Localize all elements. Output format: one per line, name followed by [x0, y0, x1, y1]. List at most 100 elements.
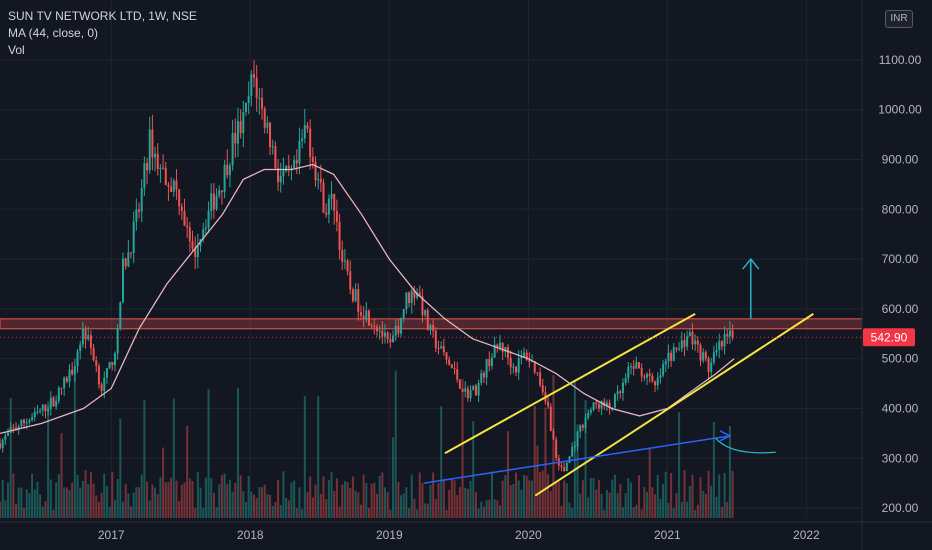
indicator-volume-label[interactable]: Vol	[8, 43, 25, 57]
symbol-title[interactable]: SUN TV NETWORK LTD, 1W, NSE	[8, 9, 197, 23]
candle-body	[140, 188, 143, 212]
volume-bar	[60, 433, 63, 518]
last-price-text: 542.90	[871, 330, 908, 344]
candle-body	[4, 435, 7, 441]
volume-bar	[627, 478, 630, 518]
volume-bar	[1, 479, 4, 518]
candle-body	[218, 190, 221, 196]
candle-body	[458, 379, 461, 389]
volume-bar	[426, 503, 429, 518]
volume-bar	[568, 502, 571, 518]
volume-bar	[496, 500, 499, 518]
volume-bar	[589, 478, 592, 518]
candle-body	[41, 404, 44, 411]
candle-body	[119, 302, 122, 329]
candle-body	[597, 403, 600, 409]
candle-body	[239, 121, 242, 134]
candle-body	[587, 412, 590, 418]
volume-bar	[89, 472, 92, 518]
volume-bar	[507, 431, 510, 518]
volume-bar	[664, 471, 667, 518]
volume-bar	[466, 488, 469, 518]
candle-body	[81, 328, 84, 345]
time-tick-label: 2018	[237, 528, 264, 542]
time-axis[interactable]: 2017 2018 2019 2020 2021 2022	[0, 521, 932, 542]
candle-body	[466, 388, 469, 399]
candle-body	[95, 360, 98, 366]
volume-bar	[712, 421, 715, 518]
price-axis[interactable]: 200.00 300.00 400.00 500.00 600.00 700.00 800.…	[861, 0, 922, 550]
candle-body	[319, 178, 322, 183]
time-tick-label: 2022	[793, 528, 820, 542]
volume-bar	[298, 487, 301, 518]
candle-body	[343, 260, 346, 262]
candle-body	[215, 195, 218, 210]
volume-bar	[688, 486, 691, 518]
candle-body	[413, 290, 416, 298]
volume-bar	[218, 484, 221, 518]
price-tick-label: 900.00	[882, 153, 919, 167]
volume-bar	[95, 495, 98, 518]
candle-body	[704, 352, 707, 359]
candle-body	[73, 366, 76, 375]
candle-body	[488, 359, 491, 366]
volume-bar	[472, 421, 475, 518]
volume-bar	[482, 506, 485, 518]
candle-body	[696, 340, 699, 345]
volume-bar	[629, 482, 632, 518]
candle-body	[670, 352, 673, 361]
candle-body	[638, 362, 641, 369]
candle-body	[269, 122, 272, 148]
volume-bar	[434, 498, 437, 518]
volume-bar	[442, 479, 445, 518]
candle-body	[253, 74, 256, 78]
candle-body	[515, 366, 518, 373]
volume-bar	[469, 480, 472, 518]
candle-body	[482, 372, 485, 378]
volume-bar	[47, 401, 50, 518]
candle-body	[568, 456, 571, 463]
candle-body	[370, 325, 373, 327]
volume-bar	[130, 506, 133, 518]
currency-badge[interactable]: INR	[885, 10, 913, 28]
candle-body	[89, 335, 92, 348]
volume-bar	[686, 501, 689, 518]
candle-body	[20, 419, 23, 427]
volume-bar	[253, 494, 256, 518]
time-tick-label: 2020	[515, 528, 542, 542]
volume-bar	[146, 481, 149, 518]
volume-bar	[97, 501, 100, 518]
volume-bar	[490, 471, 493, 518]
candle-body	[664, 361, 667, 365]
moving-average	[0, 163, 735, 435]
last-price-label: 542.90	[0, 328, 915, 347]
candle-body	[386, 332, 389, 340]
volume-bar	[287, 500, 290, 518]
volume-bar	[68, 490, 71, 518]
candle-body	[659, 375, 662, 378]
volume-bar	[20, 487, 23, 518]
indicator-ma-label[interactable]: MA (44, close, 0)	[8, 26, 99, 40]
volume-bar	[242, 491, 245, 518]
volume-bar	[584, 400, 587, 518]
candle-body	[223, 164, 226, 193]
candle-body	[533, 361, 536, 373]
candle-body	[426, 310, 429, 331]
volume-bar	[715, 496, 718, 518]
volume-bar	[493, 499, 496, 518]
volume-bar	[408, 508, 411, 518]
volume-bar	[105, 485, 108, 518]
volume-bar	[63, 487, 66, 518]
volume-bar	[691, 474, 694, 518]
volume-bar	[295, 508, 298, 518]
drawings[interactable]	[423, 257, 814, 497]
volume-bar	[341, 484, 344, 518]
volume-bar	[402, 493, 405, 518]
candle-body	[31, 417, 34, 421]
volume-bar	[480, 501, 483, 518]
volume-bar	[432, 472, 435, 518]
volume-bar	[343, 481, 346, 518]
volume-bar	[244, 502, 247, 518]
volume-bar	[49, 479, 52, 518]
